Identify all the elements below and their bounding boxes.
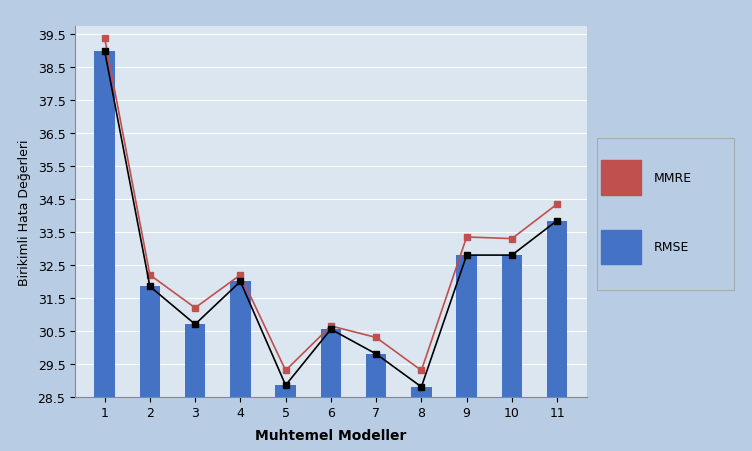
Bar [502, 256, 522, 397]
FancyBboxPatch shape [602, 161, 641, 195]
Bar [95, 52, 115, 397]
X-axis label: Muhtemel Modeller: Muhtemel Modeller [255, 428, 407, 442]
Bar [275, 385, 296, 397]
Y-axis label: Birikimli Hata Değerleri: Birikimli Hata Değerleri [17, 139, 31, 285]
FancyBboxPatch shape [602, 230, 641, 265]
Text: RMSE: RMSE [654, 241, 690, 254]
Bar [547, 221, 567, 397]
Bar [456, 256, 477, 397]
Bar [411, 387, 432, 397]
Text: MMRE: MMRE [654, 171, 692, 184]
Bar [140, 287, 160, 397]
Bar [320, 330, 341, 397]
Bar [230, 282, 250, 397]
Bar [185, 325, 205, 397]
Bar [366, 354, 387, 397]
